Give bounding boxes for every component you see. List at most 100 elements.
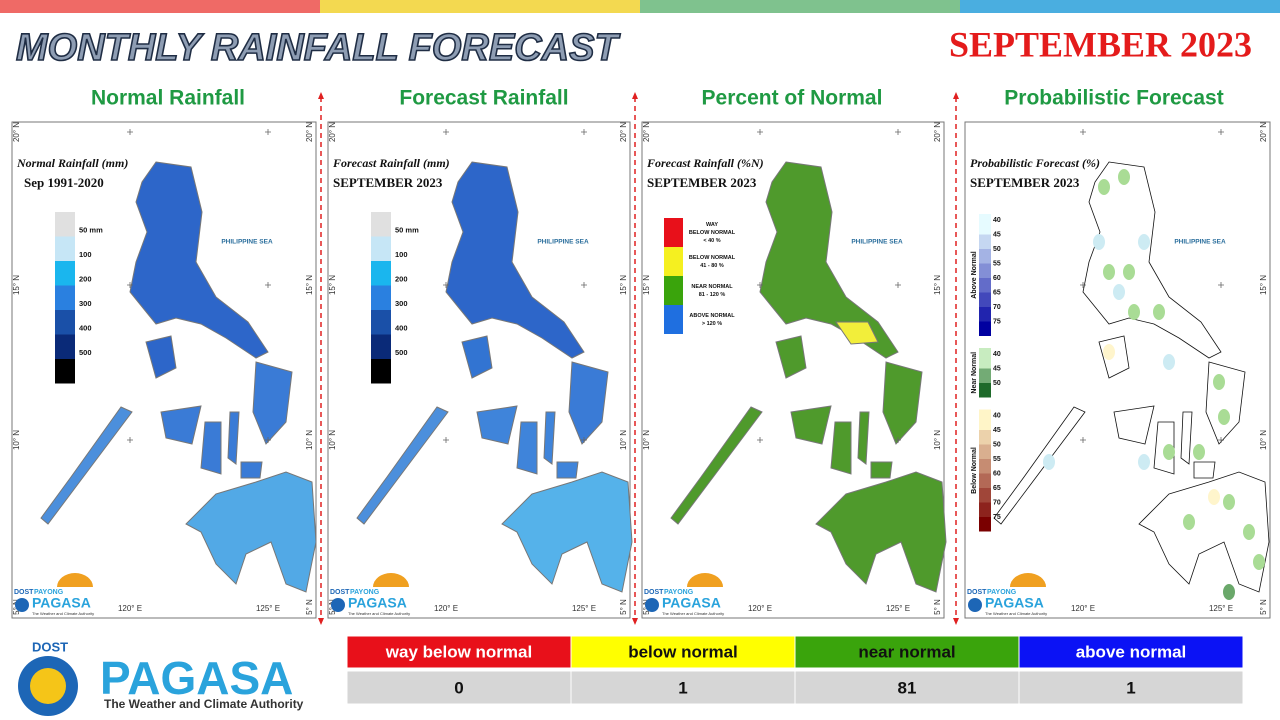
table-count: 81	[898, 678, 917, 697]
legend-label: < 40 %	[703, 238, 720, 244]
logo-name: PAGASA	[985, 595, 1044, 611]
legend-swatch	[979, 220, 991, 235]
lat-label: 10° N	[619, 430, 628, 450]
legend-swatch	[979, 473, 991, 488]
lat-label: 10° N	[12, 430, 21, 450]
probability-dot	[1223, 494, 1235, 510]
sea-label: PHILIPPINE SEA	[1174, 239, 1226, 246]
probability-dot	[1138, 234, 1150, 250]
grid-cross	[1080, 437, 1086, 443]
map-title: Forecast Rainfall (mm)	[332, 156, 450, 170]
grid-cross	[265, 437, 271, 443]
legend-swatch	[979, 368, 991, 383]
top-band	[640, 0, 960, 13]
legend-swatch	[979, 354, 991, 369]
table-count: 0	[454, 678, 463, 697]
probability-dot	[1103, 264, 1115, 280]
logo-agency: DOST	[644, 589, 664, 596]
legend-label: 40	[993, 351, 1001, 358]
island	[1113, 405, 1155, 445]
island	[445, 161, 585, 359]
probability-dot	[1163, 354, 1175, 370]
table-header: way below normal	[385, 642, 532, 661]
legend-label: 40	[993, 412, 1001, 419]
lat-label: 5° N	[933, 599, 942, 615]
table-cell	[1018, 670, 1244, 705]
lat-label: 20° N	[12, 122, 21, 142]
footer-logo: DOST PAGASA The Weather and Climate Auth…	[18, 639, 304, 716]
legend-swatch	[664, 276, 683, 305]
legend-swatch	[979, 459, 991, 474]
legend-label: 45	[993, 365, 1001, 372]
footer-tagline: The Weather and Climate Authority	[104, 697, 304, 711]
divider-arrow	[632, 92, 638, 99]
grid-cross	[895, 282, 901, 288]
lat-label: 10° N	[328, 430, 337, 450]
logo-brand: PAYONG	[664, 589, 694, 596]
lat-label: 10° N	[642, 430, 651, 450]
legend-group: Near Normal	[971, 352, 978, 394]
lat-label: 10° N	[305, 430, 314, 450]
legend-swatch	[55, 359, 75, 384]
grid-cross	[757, 129, 763, 135]
lon-label: 125° E	[256, 604, 280, 613]
grid-cross	[1218, 129, 1224, 135]
lat-label: 15° N	[305, 275, 314, 295]
probability-dot	[1043, 454, 1055, 470]
legend-label: 100	[79, 250, 92, 259]
legend-swatch	[979, 214, 991, 220]
lat-label: 20° N	[619, 122, 628, 142]
legend-swatch	[979, 502, 991, 517]
legend-label: 65	[993, 289, 1001, 296]
legend-label: BELOW NORMAL	[689, 230, 736, 236]
map-subtitle: Sep 1991-2020	[24, 175, 104, 190]
probability-dot	[1128, 304, 1140, 320]
map	[356, 161, 633, 593]
legend-swatch	[979, 234, 991, 249]
island	[870, 461, 893, 479]
legend-swatch	[371, 236, 391, 261]
divider-arrow	[632, 618, 638, 625]
lon-label: 120° E	[1071, 604, 1095, 613]
probability-dot	[1118, 169, 1130, 185]
lon-label: 125° E	[572, 604, 596, 613]
logo-name: PAGASA	[32, 595, 91, 611]
probability-dot	[1153, 304, 1165, 320]
probability-dot	[1253, 554, 1265, 570]
logo-tagline: The Weather and Climate Authority	[32, 611, 94, 616]
lat-label: 15° N	[933, 275, 942, 295]
legend-label: 50	[993, 441, 1001, 448]
legend-label: 55	[993, 260, 1001, 267]
legend-label: 100	[395, 250, 408, 259]
island	[556, 461, 579, 479]
divider-arrow	[953, 92, 959, 99]
lon-label: 125° E	[886, 604, 910, 613]
grid-cross	[1218, 437, 1224, 443]
island	[543, 411, 556, 465]
legend-swatch	[979, 430, 991, 445]
legend-swatch	[664, 247, 683, 276]
panel-heading: Forecast Rainfall	[399, 87, 568, 110]
legend-swatch	[979, 415, 991, 430]
table-cell	[794, 670, 1020, 705]
lat-label: 5° N	[305, 599, 314, 615]
island	[40, 406, 133, 525]
legend-label: 40	[993, 217, 1001, 224]
lon-label: 125° E	[1209, 604, 1233, 613]
island	[830, 421, 852, 475]
legend-label: 50 mm	[79, 225, 103, 234]
logo-name: PAGASA	[662, 595, 721, 611]
island	[568, 361, 609, 445]
legend-label: 75	[993, 514, 1001, 521]
table-header-cell	[794, 635, 1020, 669]
legend-label: > 120 %	[702, 321, 722, 327]
legend-label: NEAR NORMAL	[691, 284, 733, 290]
legend-label: 50	[993, 246, 1001, 253]
grid-cross	[757, 437, 763, 443]
grid-cross	[1080, 129, 1086, 135]
legend-label: 45	[993, 231, 1001, 238]
grid-cross	[265, 282, 271, 288]
legend-label: 75	[993, 318, 1001, 325]
map-title: Normal Rainfall (mm)	[16, 156, 128, 170]
